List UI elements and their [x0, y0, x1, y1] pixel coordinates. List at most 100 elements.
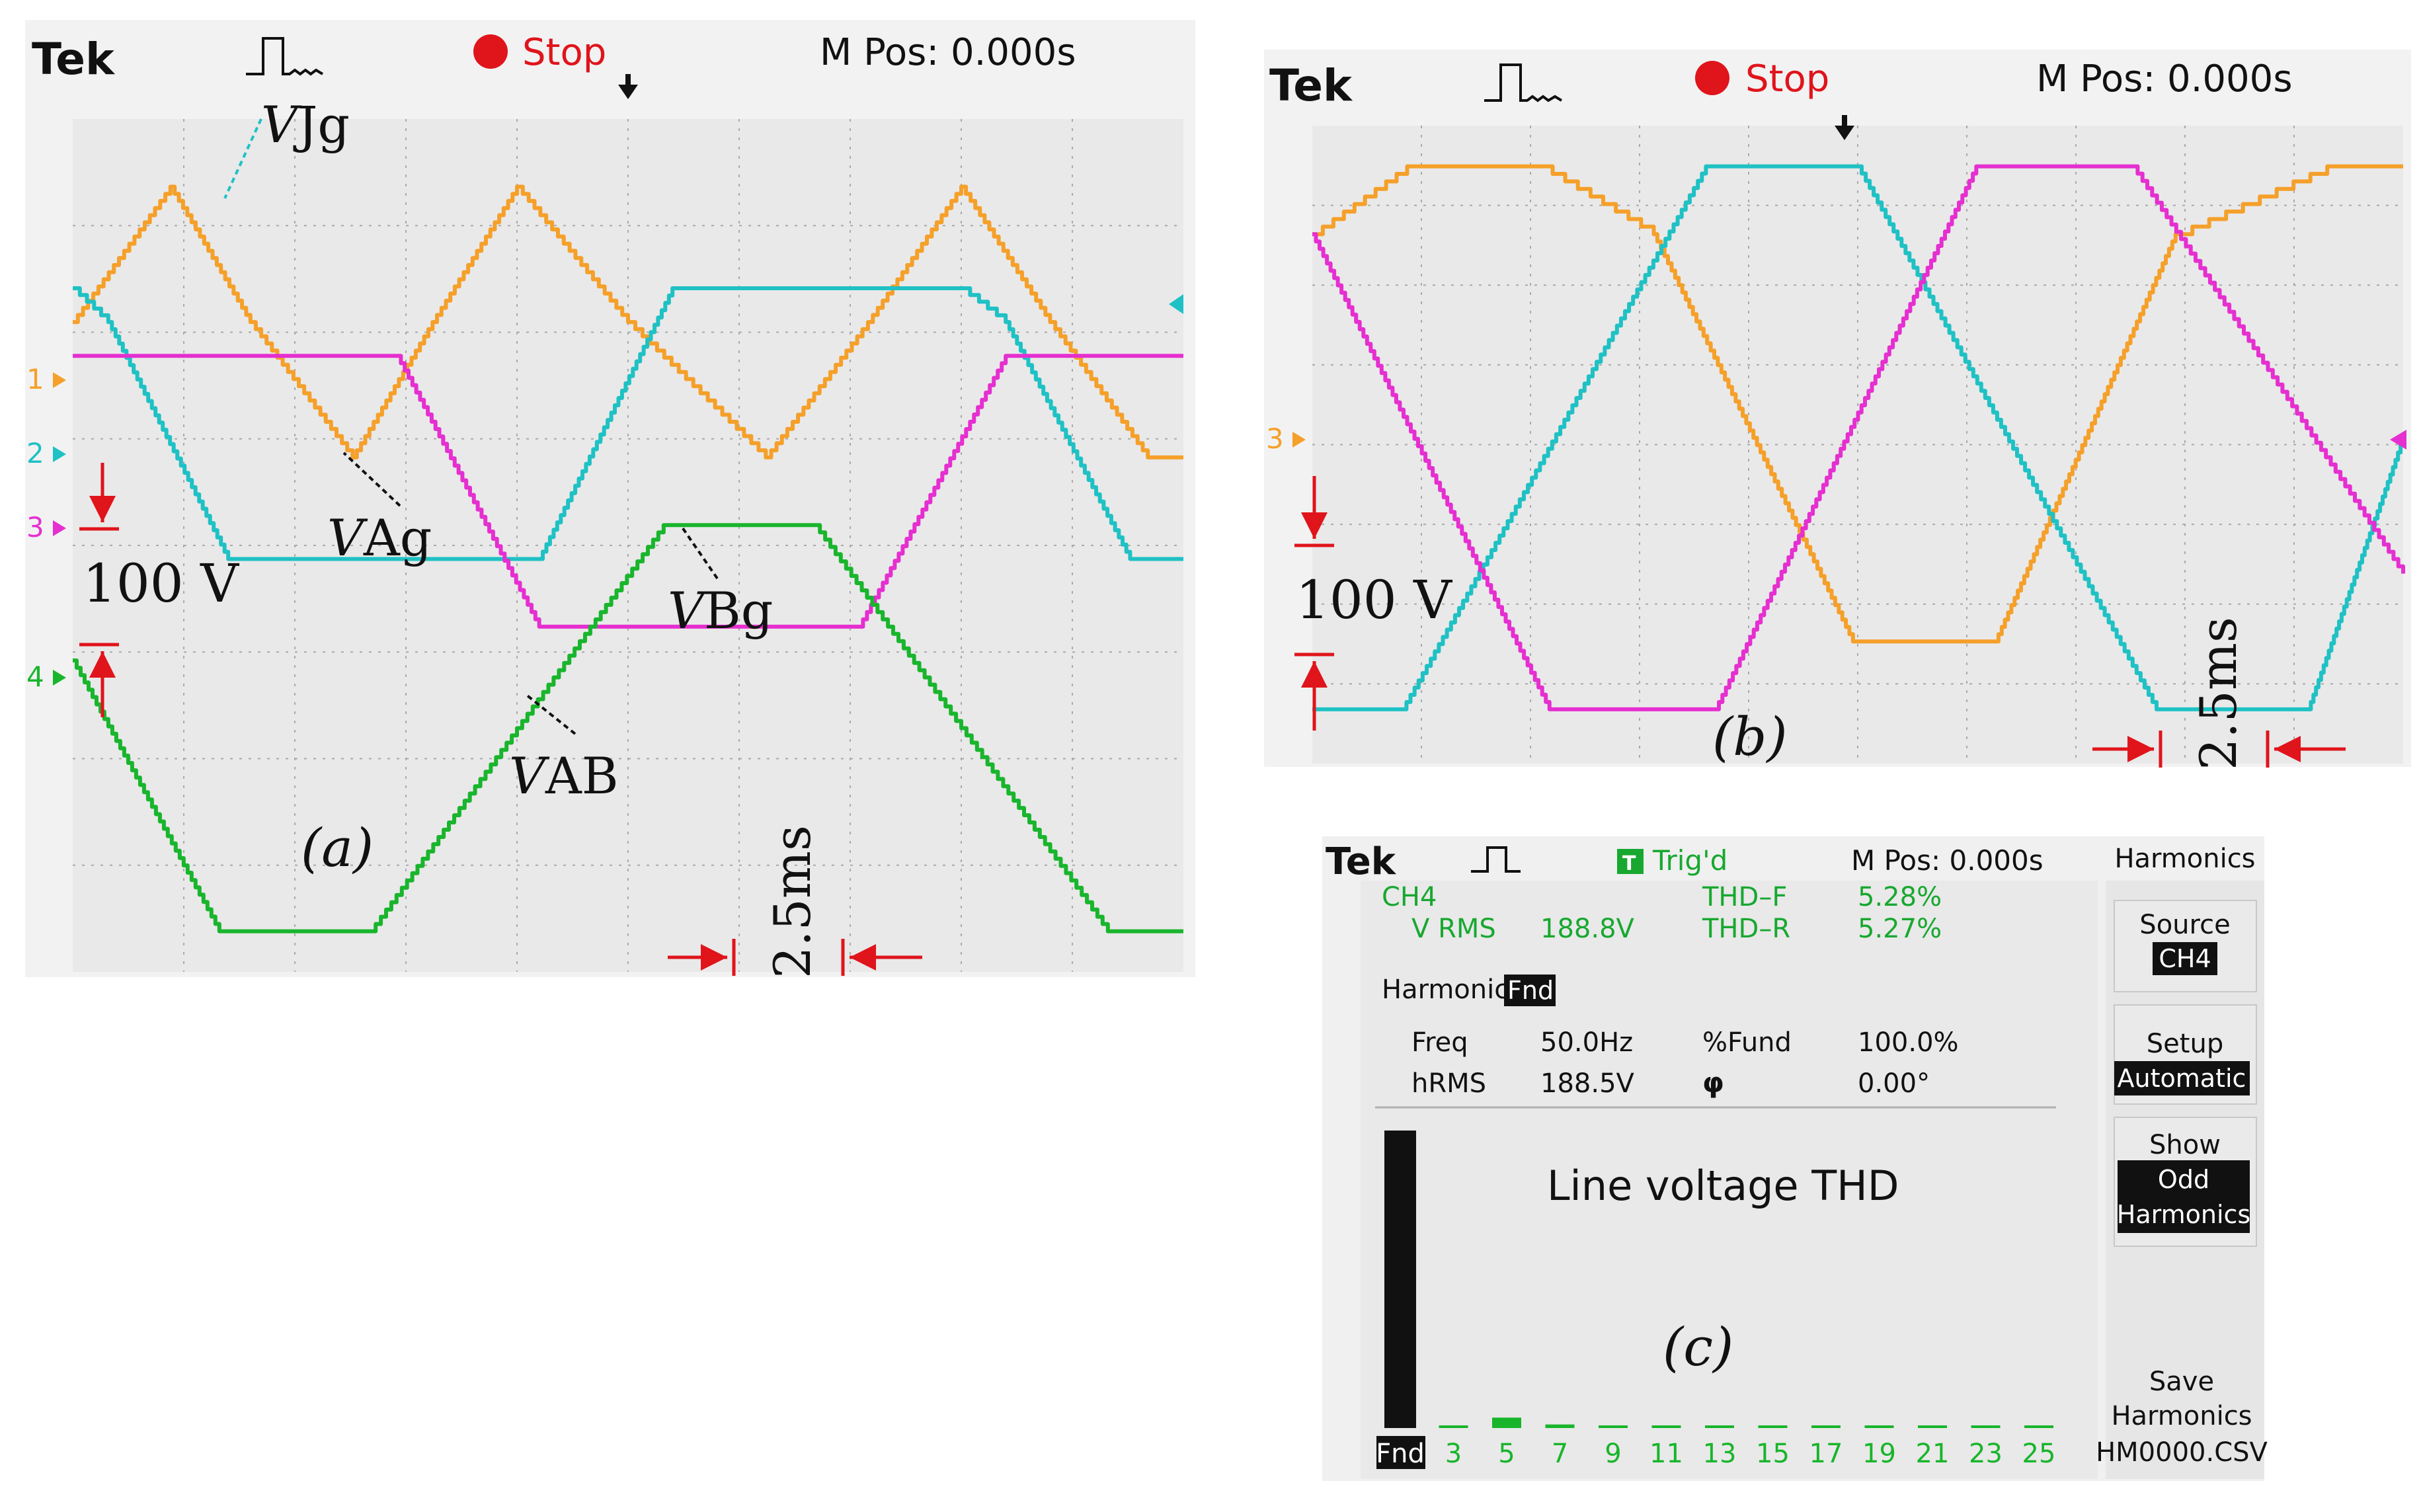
panel-b-series-ch2 [1312, 164, 2405, 711]
harmonic-bar-fnd [1384, 1131, 1416, 1428]
panel-a-vag-label: VAg [327, 508, 432, 567]
panel-b-voltage-scale: 100 V [1296, 569, 1452, 631]
panel-c-position: M Pos: 0.000s [1851, 844, 2044, 877]
panel-b: Tek Stop M Pos: 0.000s 3 100 V 2.5ms (b) [1264, 50, 2411, 770]
panel-a-ch2-arrow [53, 446, 66, 462]
panel-c-show-value-bg [2118, 1160, 2250, 1233]
panel-c-screen [1361, 881, 2098, 1479]
harmonic-label-25: 25 [2022, 1439, 2056, 1469]
panel-a-ch1-marker: 1 [26, 363, 44, 395]
harmonic-bar-17 [1811, 1425, 1841, 1428]
panel-c-trig-icon: T [1622, 852, 1636, 875]
panel-c-show-button[interactable]: Show Odd Harmonics [2114, 1117, 2257, 1247]
panel-c-hrms-label: hRMS [1411, 1068, 1486, 1099]
harmonic-bar-5 [1492, 1417, 1521, 1428]
panel-b-state: Stop [1745, 58, 1829, 100]
panel-c-caption: (c) [1663, 1316, 1733, 1378]
harmonic-label-15: 15 [1756, 1439, 1790, 1469]
panel-b-position: M Pos: 0.000s [2036, 58, 2293, 100]
panel-c-save-button[interactable]: Save Harmonics HM0000.CSV [2096, 1367, 2268, 1468]
panel-c-thdf-value: 5.28% [1858, 882, 1942, 912]
panel-c: Tek T Trig'd M Pos: 0.000s CH4 V RMS 188… [1322, 836, 2268, 1481]
panel-a-time-scale: 2.5ms [763, 825, 822, 978]
harmonic-label-17: 17 [1809, 1439, 1843, 1469]
panel-b-series-ch1 [1312, 164, 2403, 644]
panel-c-save-3: HM0000.CSV [2096, 1437, 2268, 1468]
panel-b-ch3-right-arrow [2390, 430, 2406, 450]
panel-a-series-vjg [73, 184, 1183, 459]
panel-c-hrms-value: 188.5V [1540, 1068, 1635, 1099]
panel-c-save-2: Harmonics [2111, 1401, 2252, 1431]
panel-c-harmonic-bars: Fnd 3 5 7 9 11 13 15 17 19 21 23 25 [1376, 1131, 2055, 1469]
harmonic-bar-21 [1918, 1425, 1947, 1428]
panel-c-pfund-value: 100.0% [1858, 1027, 1959, 1058]
panel-c-trig-icon-bg [1617, 849, 1644, 874]
panel-b-time-scale: 2.5ms [2189, 617, 2248, 770]
panel-a-ch3-arrow [53, 520, 66, 536]
panel-a-series-vbg [73, 354, 1183, 629]
harmonic-label-fnd-bg [1376, 1436, 1425, 1469]
panel-a-ch4-arrow [53, 670, 66, 686]
harmonic-label-19: 19 [1862, 1439, 1896, 1469]
panel-a-vbg-label: VBg [668, 581, 773, 640]
panel-a-grid [73, 119, 1183, 972]
panel-a-series-vab [73, 523, 1183, 934]
harmonic-label-23: 23 [1969, 1439, 2003, 1469]
panel-c-setup-value: Automatic [2118, 1064, 2246, 1093]
harmonic-bar-9 [1599, 1425, 1628, 1428]
panel-a-vab-italic: V [509, 746, 550, 805]
harmonic-bar-19 [1864, 1425, 1894, 1428]
panel-c-thdf-label: THD–F [1702, 882, 1787, 912]
panel-a-vjg-italic: V [261, 95, 302, 154]
harmonic-bar-3 [1439, 1425, 1468, 1428]
panel-c-thdr-value: 5.27% [1858, 914, 1942, 944]
panel-b-ch3-arrow [1292, 432, 1306, 448]
panel-c-setup-button[interactable]: Setup Automatic [2114, 1004, 2257, 1105]
panel-a-caption: (a) [301, 817, 374, 879]
panel-b-stop-icon [1695, 61, 1729, 95]
panel-c-trigger-icon [1471, 846, 1521, 873]
harmonic-bar-13 [1705, 1425, 1734, 1428]
panel-b-ch3-marker: 3 [1266, 422, 1284, 455]
panel-c-phi-value: 0.00° [1858, 1068, 1930, 1099]
panel-c-freq-label: Freq [1411, 1027, 1468, 1058]
panel-a-ch2-right-arrow [1169, 294, 1183, 314]
harmonic-label-7: 7 [1552, 1439, 1568, 1469]
panel-c-save-1: Save [2149, 1367, 2214, 1397]
panel-c-show-value-2: Harmonics [2117, 1200, 2250, 1229]
harmonic-bar-11 [1651, 1425, 1681, 1428]
panel-c-plot-title: Line voltage THD [1547, 1162, 1899, 1210]
panel-a-vbg-leader [680, 524, 719, 580]
panel-c-source-value-bg [2153, 942, 2217, 975]
panel-a-vag-italic: V [327, 508, 368, 567]
harmonic-label-9: 9 [1605, 1439, 1621, 1469]
panel-c-source-label: Source [2139, 910, 2230, 940]
panel-c-state: Trig'd [1652, 844, 1727, 877]
panel-c-harmonic-label: Harmonic [1382, 975, 1509, 1005]
panel-a-stop-icon [473, 34, 508, 69]
panel-c-source-value: CH4 [2159, 944, 2211, 973]
panel-a-state: Stop [522, 31, 606, 74]
panel-a-ch2-marker: 2 [26, 437, 44, 469]
panel-a-waveforms [73, 184, 1183, 934]
panel-a-trigger-icon [246, 37, 324, 76]
panel-c-source-button[interactable]: Source CH4 [2114, 900, 2257, 992]
panel-a-series-vag [73, 286, 1183, 561]
panel-c-menu-title: Harmonics [2114, 844, 2255, 874]
panel-c-harmonic-sel: Fnd [1507, 976, 1554, 1005]
harmonic-label-13: 13 [1703, 1439, 1737, 1469]
panel-c-show-value-1: Odd [2158, 1165, 2209, 1194]
panel-b-series-ch3 [1312, 164, 2405, 711]
panel-b-grid [1312, 126, 2403, 764]
panel-c-freq-value: 50.0Hz [1540, 1027, 1633, 1058]
harmonic-label-21: 21 [1916, 1439, 1950, 1469]
panel-a-trigger-marker [618, 74, 638, 99]
panel-a-vag-sub: Ag [363, 508, 432, 567]
panel-a-brand: Tek [32, 34, 116, 85]
panel-a-vab-label: VAB [509, 746, 619, 805]
panel-b-trigger-icon [1484, 63, 1563, 102]
panel-b-brand: Tek [1269, 60, 1353, 111]
panel-c-brand: Tek [1326, 840, 1397, 883]
panel-c-setup-label: Setup [2147, 1029, 2223, 1059]
panel-a-ch3-marker: 3 [26, 511, 44, 543]
